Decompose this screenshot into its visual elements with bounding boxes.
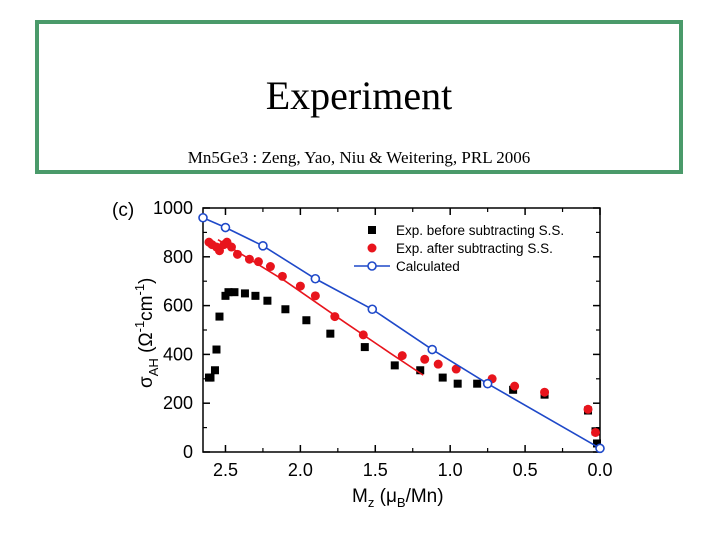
data-point-calculated: [198, 212, 208, 223]
x-tick-label: 2.0: [288, 460, 313, 480]
x-axis-label: Mz (μB/Mn): [352, 486, 444, 510]
data-point-after: [310, 291, 320, 301]
x-tick-label: 1.5: [363, 460, 388, 480]
panel-label: (c): [112, 200, 134, 221]
y-tick-label: 200: [163, 393, 193, 413]
data-point-before: [326, 329, 335, 338]
data-point-calculated: [482, 378, 493, 389]
data-point-before: [206, 373, 215, 382]
legend-label: Calculated: [396, 259, 460, 274]
data-point-calculated: [258, 241, 268, 251]
data-point-after: [265, 262, 275, 272]
y-tick-label: 400: [163, 344, 193, 364]
data-point-before: [281, 305, 290, 314]
data-point-after: [397, 351, 407, 361]
data-point-after: [433, 359, 443, 369]
data-point-before: [215, 312, 224, 321]
data-point-before: [416, 366, 425, 375]
data-point-after: [540, 387, 550, 397]
data-point-calculated: [310, 273, 321, 284]
y-tick-label: 800: [163, 247, 193, 267]
data-point-before: [224, 288, 233, 297]
data-point-before: [360, 343, 369, 352]
legend-marker-after: [367, 243, 377, 253]
data-point-before: [453, 379, 462, 388]
data-point-before: [473, 379, 482, 388]
data-point-before: [210, 366, 219, 375]
x-tick-label: 1.0: [438, 460, 463, 480]
x-tick-label: 0.0: [587, 460, 612, 480]
x-tick-label: 2.5: [213, 460, 238, 480]
data-point-after: [510, 381, 520, 391]
title-box: Experiment Mn5Ge3 : Zeng, Yao, Niu & Wei…: [35, 20, 683, 174]
calculated-line: [202, 217, 601, 450]
legend-marker-before: [368, 226, 376, 234]
data-point-before: [593, 439, 602, 448]
x-tick-label: 0.5: [513, 460, 538, 480]
legend-label: Exp. before subtracting S.S.: [396, 223, 564, 238]
data-point-before: [230, 288, 239, 297]
slide-title: Experiment: [265, 73, 453, 118]
legend-label: Exp. after subtracting S.S.: [396, 241, 553, 256]
data-point-before: [240, 289, 249, 298]
data-point-after: [451, 364, 461, 374]
legend-marker-calculated: [367, 261, 377, 271]
data-point-before: [263, 296, 272, 305]
y-tick-label: 600: [163, 296, 193, 316]
data-point-after: [583, 404, 593, 414]
data-point-calculated: [595, 443, 605, 454]
data-point-after: [420, 354, 430, 364]
data-point-after: [591, 427, 601, 437]
data-point-after: [295, 281, 305, 291]
slide-subtitle: Mn5Ge3 : Zeng, Yao, Niu & Weitering, PRL…: [187, 148, 531, 167]
fit-line: [217, 239, 424, 376]
data-point-before: [212, 345, 221, 354]
data-point-calculated: [220, 222, 231, 233]
y-tick-label: 1000: [153, 198, 193, 218]
plot-area: 0 200 400 600 800 1000 2.5 2.0 1.5 1.0 0.5 0.0 Exp. …: [153, 198, 613, 480]
data-point-after: [232, 249, 242, 259]
data-point-before: [438, 373, 447, 382]
y-tick-label: 0: [183, 442, 193, 462]
y-axis-label: σAH (Ω-1cm-1): [132, 278, 161, 388]
data-point-before: [251, 291, 260, 300]
data-point-before: [302, 316, 311, 325]
data-point-calculated: [367, 304, 378, 315]
data-point-calculated: [427, 344, 438, 355]
data-point-before: [390, 361, 399, 370]
